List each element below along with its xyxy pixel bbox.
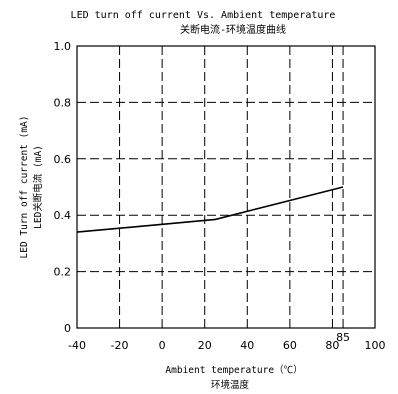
x-tick-label: 0 bbox=[159, 339, 166, 352]
x-axis-label: Ambient temperature（℃） bbox=[165, 364, 302, 376]
y-tick-labels: 0 0.2 0.4 0.6 0.8 1.0 bbox=[54, 40, 72, 335]
y-tick-label: 0.2 bbox=[54, 266, 72, 279]
chart-subtitle: 关断电流-环境温度曲线 bbox=[180, 23, 286, 36]
x-axis-label-cn: 环境温度 bbox=[211, 379, 250, 391]
series-line bbox=[76, 186, 344, 233]
x-tick-label: -40 bbox=[68, 339, 86, 352]
series-group bbox=[76, 186, 344, 233]
y-tick-label: 0.8 bbox=[54, 96, 72, 109]
grid-lines bbox=[77, 46, 375, 328]
x-tick-label: 60 bbox=[283, 339, 297, 352]
x-tick-label: 100 bbox=[365, 339, 386, 352]
y-axis-label-cn: LED关断电流 (mA) bbox=[32, 145, 44, 229]
x-tick-labels: -40 -20 0 20 40 60 80 100 bbox=[68, 339, 385, 352]
annotations: 85 bbox=[336, 331, 350, 344]
y-tick-label: 0 bbox=[64, 322, 71, 335]
x-tick-label: 20 bbox=[198, 339, 212, 352]
chart-title: LED turn off current Vs. Ambient tempera… bbox=[71, 10, 336, 21]
y-tick-label: 1.0 bbox=[54, 40, 72, 53]
annotation-label: 85 bbox=[336, 331, 350, 344]
plot-frame bbox=[76, 45, 376, 329]
y-tick-label: 0.4 bbox=[54, 209, 72, 222]
y-tick-label: 0.6 bbox=[54, 153, 72, 166]
x-tick-label: -20 bbox=[111, 339, 129, 352]
x-tick-label: 40 bbox=[240, 339, 254, 352]
x-tick-label: 80 bbox=[325, 339, 339, 352]
y-axis-label: LED Turn off current (mA) bbox=[19, 116, 30, 259]
